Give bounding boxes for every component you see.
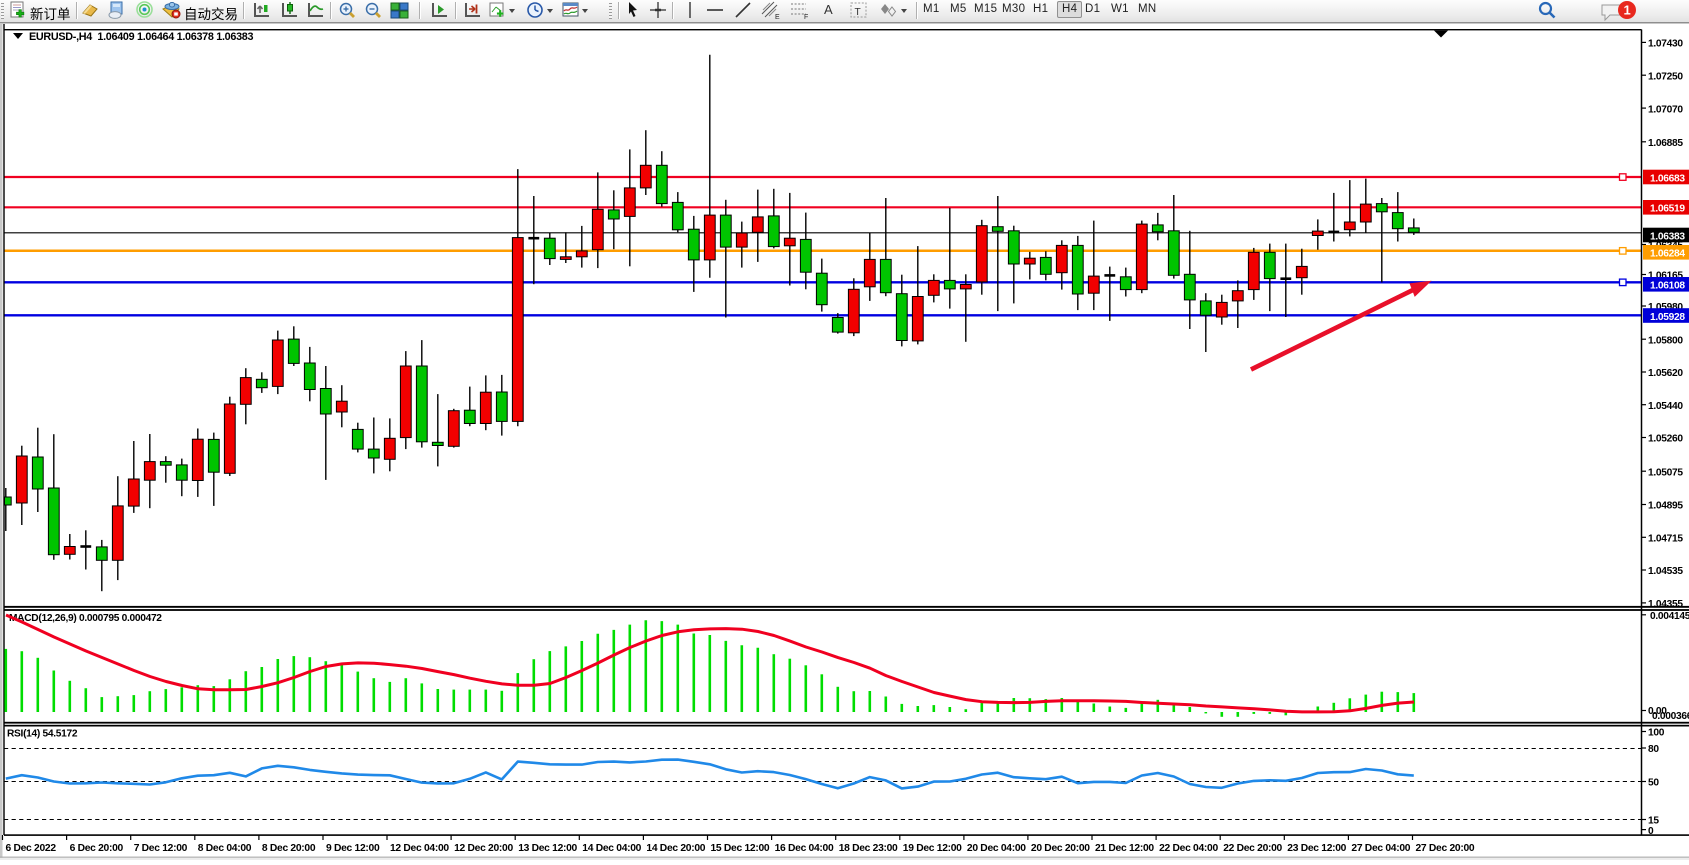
svg-text:1.05928: 1.05928 xyxy=(1650,312,1685,323)
svg-text:1.04895: 1.04895 xyxy=(1648,501,1683,512)
svg-text:1.06165: 1.06165 xyxy=(1648,271,1683,282)
svg-text:27 Dec 04:00: 27 Dec 04:00 xyxy=(1351,843,1410,854)
svg-text:8 Dec 04:00: 8 Dec 04:00 xyxy=(198,843,252,854)
svg-text:EURUSD-,H4 1.06409 1.06464 1.: EURUSD-,H4 1.06409 1.06464 1.06378 1.063… xyxy=(29,31,253,43)
svg-text:1.05260: 1.05260 xyxy=(1648,434,1683,445)
svg-text:1.06383: 1.06383 xyxy=(1650,231,1685,242)
svg-text:20 Dec 04:00: 20 Dec 04:00 xyxy=(967,843,1026,854)
svg-text:1.05980: 1.05980 xyxy=(1648,302,1683,313)
svg-text:1.04715: 1.04715 xyxy=(1648,534,1683,545)
svg-text:6 Dec 2022: 6 Dec 2022 xyxy=(6,843,57,854)
svg-text:1.07430: 1.07430 xyxy=(1648,39,1683,50)
svg-text:7 Dec 12:00: 7 Dec 12:00 xyxy=(134,843,188,854)
svg-text:1.07070: 1.07070 xyxy=(1648,104,1683,115)
svg-text:20 Dec 20:00: 20 Dec 20:00 xyxy=(1031,843,1090,854)
svg-text:100: 100 xyxy=(1648,728,1665,739)
svg-text:12 Dec 20:00: 12 Dec 20:00 xyxy=(454,843,513,854)
svg-text:E: E xyxy=(775,14,780,20)
svg-text:14 Dec 04:00: 14 Dec 04:00 xyxy=(582,843,641,854)
svg-text:12 Dec 04:00: 12 Dec 04:00 xyxy=(390,843,449,854)
svg-text:22 Dec 04:00: 22 Dec 04:00 xyxy=(1159,843,1218,854)
svg-text:RSI(14) 54.5172: RSI(14) 54.5172 xyxy=(7,729,78,740)
svg-text:27 Dec 20:00: 27 Dec 20:00 xyxy=(1416,843,1475,854)
svg-text:80: 80 xyxy=(1648,744,1659,755)
svg-text:8 Dec 20:00: 8 Dec 20:00 xyxy=(262,843,316,854)
svg-text:23 Dec 12:00: 23 Dec 12:00 xyxy=(1287,843,1346,854)
svg-text:0.000366: 0.000366 xyxy=(1652,711,1689,722)
svg-text:1.04535: 1.04535 xyxy=(1648,566,1683,577)
svg-text:13 Dec 12:00: 13 Dec 12:00 xyxy=(518,843,577,854)
svg-text:1.06885: 1.06885 xyxy=(1648,138,1683,149)
svg-text:T: T xyxy=(855,7,861,18)
svg-text:MACD(12,26,9) 0.000795 0.00047: MACD(12,26,9) 0.000795 0.000472 xyxy=(9,613,162,624)
svg-text:16 Dec 04:00: 16 Dec 04:00 xyxy=(775,843,834,854)
svg-text:F: F xyxy=(804,14,808,20)
svg-text:0.004145: 0.004145 xyxy=(1650,611,1689,622)
svg-text:1.05075: 1.05075 xyxy=(1648,467,1683,478)
svg-text:1.06284: 1.06284 xyxy=(1650,249,1685,260)
svg-text:9 Dec 12:00: 9 Dec 12:00 xyxy=(326,843,380,854)
svg-text:18 Dec 23:00: 18 Dec 23:00 xyxy=(839,843,898,854)
svg-text:1.06108: 1.06108 xyxy=(1650,281,1685,292)
svg-text:6 Dec 20:00: 6 Dec 20:00 xyxy=(70,843,124,854)
svg-text:1.04355: 1.04355 xyxy=(1648,599,1683,610)
svg-text:0.00: 0.00 xyxy=(1648,706,1667,717)
svg-text:1: 1 xyxy=(1624,3,1631,18)
svg-text:22 Dec 20:00: 22 Dec 20:00 xyxy=(1223,843,1282,854)
svg-text:1.06519: 1.06519 xyxy=(1650,204,1685,215)
svg-text:1.07250: 1.07250 xyxy=(1648,71,1683,82)
svg-text:1.06683: 1.06683 xyxy=(1650,173,1685,184)
svg-text:21 Dec 12:00: 21 Dec 12:00 xyxy=(1095,843,1154,854)
svg-text:50: 50 xyxy=(1648,778,1659,789)
svg-text:1.05440: 1.05440 xyxy=(1648,401,1683,412)
svg-text:0: 0 xyxy=(1648,826,1654,837)
svg-text:14 Dec 20:00: 14 Dec 20:00 xyxy=(646,843,705,854)
svg-text:1.05620: 1.05620 xyxy=(1648,368,1683,379)
svg-text:1.05800: 1.05800 xyxy=(1648,335,1683,346)
svg-text:15 Dec 12:00: 15 Dec 12:00 xyxy=(711,843,770,854)
svg-text:15: 15 xyxy=(1648,816,1659,827)
svg-text:19 Dec 12:00: 19 Dec 12:00 xyxy=(903,843,962,854)
